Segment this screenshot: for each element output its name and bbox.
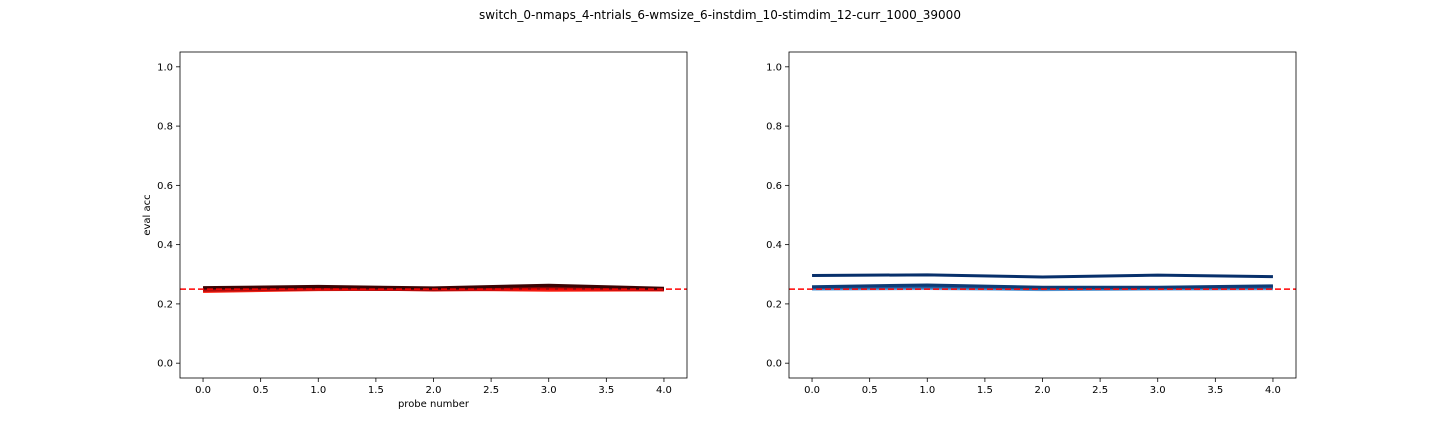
x-tick-label: 4.0 [1265, 385, 1281, 396]
x-tick-label: 4.0 [656, 385, 672, 396]
y-tick-label: 0.2 [157, 299, 173, 310]
x-tick-label: 3.0 [541, 385, 557, 396]
x-axis-label: probe number [398, 399, 470, 410]
x-tick-label: 0.0 [195, 385, 211, 396]
axes-frame [179, 51, 688, 379]
x-tick-label: 3.5 [598, 385, 614, 396]
series-line-4 [203, 283, 664, 290]
x-tick-label: 0.5 [253, 385, 269, 396]
y-axis-label: eval acc [142, 194, 153, 235]
figure-suptitle: switch_0-nmaps_4-ntrials_6-wmsize_6-inst… [479, 8, 961, 22]
x-tick-label: 0.0 [804, 385, 820, 396]
x-tick-label: 3.5 [1207, 385, 1223, 396]
y-tick-label: 0.4 [766, 240, 782, 251]
y-tick-label: 1.0 [766, 62, 782, 73]
x-tick-label: 1.5 [977, 385, 993, 396]
x-tick-label: 3.0 [1150, 385, 1166, 396]
y-tick-label: 0.8 [157, 122, 173, 133]
right-subplot: 0.0 0.5 1.0 1.5 2.0 2.5 3.0 3.5 4.0 0.0 0.2 0.4 0.6 0… [766, 51, 1297, 396]
series-line-4 [812, 273, 1273, 279]
y-tick-label: 0.6 [157, 181, 173, 192]
y-tick-label: 0.0 [157, 359, 173, 370]
x-tick-label: 0.5 [862, 385, 878, 396]
axes-frame [788, 51, 1297, 379]
series-line-3 [812, 283, 1273, 289]
y-tick-label: 0.2 [766, 299, 782, 310]
x-tick-label: 2.5 [483, 385, 499, 396]
y-tick-label: 0.4 [157, 240, 173, 251]
left-subplot: 0.0 0.5 1.0 1.5 2.0 2.5 3.0 3.5 4.0 0.0 0.2 0.4 0.6 0… [142, 51, 688, 410]
x-tick-label: 2.0 [1035, 385, 1051, 396]
y-tick-label: 0.8 [766, 122, 782, 133]
y-tick-label: 0.0 [766, 359, 782, 370]
x-tick-label: 2.5 [1092, 385, 1108, 396]
x-tick-label: 2.0 [426, 385, 442, 396]
y-tick-label: 0.6 [766, 181, 782, 192]
y-tick-label: 1.0 [157, 62, 173, 73]
x-tick-label: 1.5 [368, 385, 384, 396]
x-tick-label: 1.0 [310, 385, 326, 396]
x-tick-label: 1.0 [919, 385, 935, 396]
